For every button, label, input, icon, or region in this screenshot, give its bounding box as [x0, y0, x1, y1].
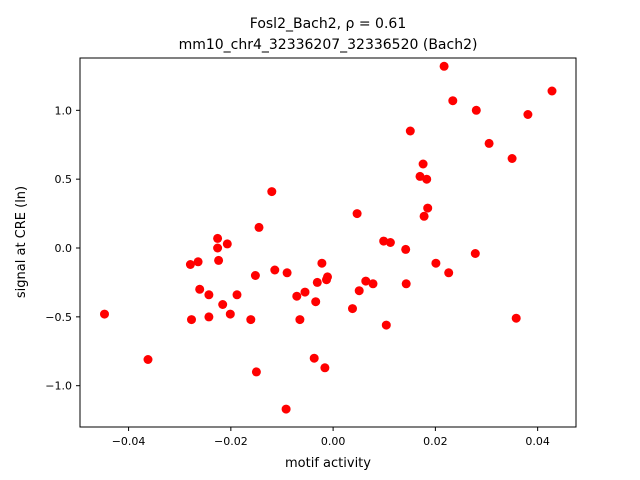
- y-tick-label: −1.0: [45, 380, 72, 393]
- data-point-53: [470, 249, 480, 258]
- data-point-51: [444, 268, 454, 278]
- data-point-4: [193, 257, 203, 267]
- data-point-32: [323, 272, 332, 282]
- data-point-36: [361, 276, 371, 286]
- data-point-21: [281, 404, 291, 414]
- data-points: [100, 61, 557, 414]
- data-point-11: [218, 300, 228, 309]
- data-point-47: [422, 174, 432, 184]
- chart-title-line2: mm10_chr4_32336207_32336520 (Bach2): [179, 37, 478, 53]
- x-tick-label: −0.02: [214, 435, 248, 448]
- y-tick-label: 0.5: [55, 173, 73, 186]
- data-point-5: [195, 284, 205, 294]
- data-point-24: [295, 315, 305, 325]
- data-point-41: [401, 244, 411, 254]
- data-point-57: [511, 313, 521, 323]
- data-point-55: [484, 138, 494, 148]
- y-tick-label: 0.0: [55, 242, 73, 255]
- x-tick-label: 0.00: [321, 435, 346, 448]
- plot-frame: [79, 57, 577, 428]
- data-point-59: [547, 86, 557, 96]
- y-axis-label: signal at CRE (ln): [14, 186, 29, 298]
- data-point-7: [204, 290, 214, 300]
- data-point-33: [348, 304, 357, 314]
- data-point-46: [419, 211, 429, 221]
- data-point-16: [250, 271, 260, 280]
- data-point-18: [254, 222, 264, 232]
- x-tick-label: 0.02: [423, 435, 448, 448]
- data-point-56: [507, 154, 517, 163]
- data-point-14: [232, 290, 242, 300]
- data-point-49: [431, 258, 441, 268]
- data-point-2: [185, 260, 195, 269]
- data-point-34: [352, 209, 362, 219]
- data-point-22: [282, 268, 292, 278]
- data-point-0: [100, 309, 109, 319]
- data-point-26: [309, 353, 319, 363]
- data-point-48: [423, 203, 433, 213]
- y-axis-ticks: −1.0 −0.5 0.0 0.5 1.0: [45, 104, 80, 393]
- x-axis-label: motif activity: [285, 456, 371, 471]
- data-point-8: [213, 233, 223, 243]
- data-point-52: [448, 96, 458, 106]
- data-point-45: [418, 159, 428, 169]
- data-point-40: [385, 238, 395, 247]
- data-point-29: [317, 258, 327, 268]
- data-point-17: [251, 367, 261, 377]
- data-point-12: [222, 239, 232, 249]
- y-tick-label: −0.5: [45, 311, 72, 324]
- data-point-28: [312, 277, 322, 287]
- data-point-15: [246, 315, 256, 325]
- x-tick-label: −0.04: [112, 435, 146, 448]
- y-tick-label: 1.0: [55, 104, 73, 117]
- data-point-27: [311, 297, 321, 307]
- data-point-19: [267, 187, 277, 197]
- data-point-30: [320, 363, 330, 373]
- data-point-25: [300, 287, 310, 297]
- data-point-54: [471, 105, 481, 115]
- data-point-13: [225, 309, 235, 319]
- data-point-50: [439, 61, 449, 71]
- x-axis-ticks: −0.04 −0.02 0.00 0.02 0.04: [112, 427, 550, 448]
- data-point-10: [214, 255, 224, 265]
- data-point-20: [270, 265, 280, 275]
- data-point-1: [143, 355, 153, 364]
- data-point-3: [187, 315, 196, 325]
- data-point-58: [523, 110, 533, 119]
- chart-title: Fosl2_Bach2, ρ = 0.61 mm10_chr4_32336207…: [179, 16, 478, 53]
- data-point-37: [368, 279, 378, 289]
- x-tick-label: 0.04: [525, 435, 550, 448]
- data-point-39: [381, 320, 391, 330]
- data-point-43: [405, 126, 415, 136]
- data-point-9: [213, 243, 223, 253]
- data-point-42: [401, 279, 411, 289]
- chart-title-line1: Fosl2_Bach2, ρ = 0.61: [250, 16, 406, 32]
- data-point-35: [354, 286, 364, 296]
- data-point-23: [292, 291, 302, 301]
- data-point-6: [204, 312, 214, 322]
- data-point-38: [379, 236, 389, 246]
